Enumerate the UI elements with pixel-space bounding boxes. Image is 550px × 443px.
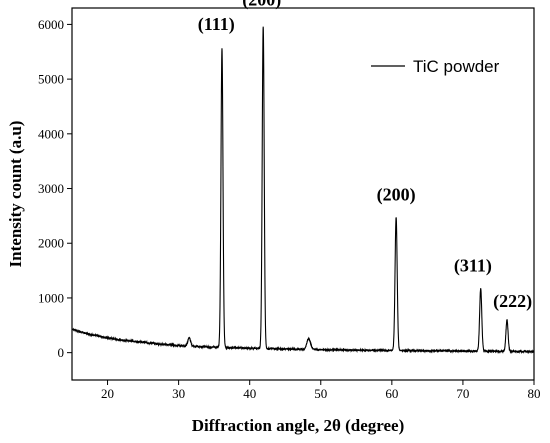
x-tick-label: 70: [456, 386, 469, 401]
peak-label: (222): [493, 291, 532, 312]
y-axis-ticks: 0 1000 2000 3000 4000 5000 6000: [38, 17, 72, 360]
x-axis-ticks: 20 30 40 50 60 70 80: [101, 380, 541, 401]
series-line-tic-powder: [71, 26, 535, 355]
peak-label: (200): [242, 0, 281, 10]
peak-annotations: (111) (200) (200) (311)(222): [198, 0, 532, 312]
peak-label: (111): [198, 14, 235, 35]
x-tick-label: 80: [528, 386, 541, 401]
legend: TiC powder: [371, 57, 500, 76]
x-tick-label: 60: [385, 386, 398, 401]
peak-label: (311): [454, 256, 492, 277]
plot-frame: [71, 7, 535, 381]
y-tick-label: 6000: [38, 17, 64, 32]
y-axis-title: Intensity count (a.u): [6, 121, 25, 268]
legend-label: TiC powder: [413, 57, 500, 76]
y-tick-label: 0: [58, 345, 65, 360]
x-tick-label: 30: [172, 386, 185, 401]
y-tick-label: 4000: [38, 126, 64, 141]
x-tick-label: 40: [243, 386, 256, 401]
x-tick-label: 20: [101, 386, 114, 401]
peak-label: (200): [377, 185, 416, 206]
y-tick-label: 5000: [38, 72, 64, 87]
y-tick-label: 3000: [38, 181, 64, 196]
y-tick-label: 2000: [38, 236, 64, 251]
x-tick-label: 50: [314, 386, 327, 401]
x-axis-title: Diffraction angle, 2θ (degree): [192, 416, 405, 435]
y-tick-label: 1000: [38, 290, 64, 305]
